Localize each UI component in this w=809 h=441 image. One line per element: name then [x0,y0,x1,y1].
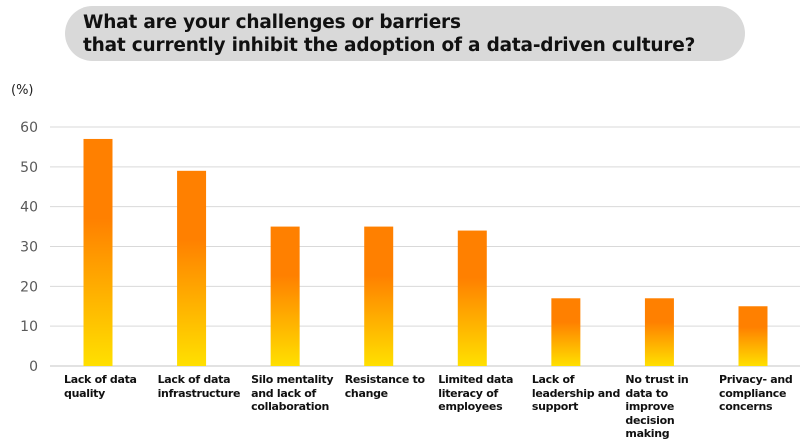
x-tick-label: Lack of data quality [64,373,137,400]
bar-4 [364,226,394,366]
chart-title: What are your challenges or barriers tha… [65,6,745,61]
y-tick-labels: 0 10 20 30 40 50 60 [20,120,38,375]
y-tick-label: 60 [20,120,38,136]
y-axis-unit-label: (%) [11,83,34,98]
bar-3 [270,226,300,366]
bar-2 [177,170,207,366]
bars [83,138,768,366]
y-tick-label: 0 [29,359,38,375]
bar-5 [457,230,487,366]
y-tick-label: 20 [20,279,38,295]
y-tick-label: 10 [20,319,38,335]
x-tick-label: Lack of leadership and support [531,373,621,413]
bar-7 [644,298,674,366]
gridlines [50,126,800,367]
x-tick-label: Resistance to change [344,373,425,400]
x-tick-label: Lack of data infrastructure [157,373,241,400]
bar-8 [738,306,768,366]
y-tick-label: 50 [20,160,38,176]
chart-title-line-1: What are your challenges or barriers [83,12,461,33]
x-tick-label: Privacy- and compliance concerns [719,373,793,413]
x-tick-label: No trust in data to improve decision making [625,373,689,440]
bar-6 [551,298,581,366]
x-tick-label: Silo mentality and lack of collaboration [251,373,334,413]
y-tick-label: 30 [20,240,38,256]
chart-title-line-2: that currently inhibit the adoption of a… [83,35,696,56]
y-tick-label: 40 [20,200,38,216]
bar-1 [83,138,113,366]
x-tick-label: Limited data literacy of employees [438,373,514,413]
